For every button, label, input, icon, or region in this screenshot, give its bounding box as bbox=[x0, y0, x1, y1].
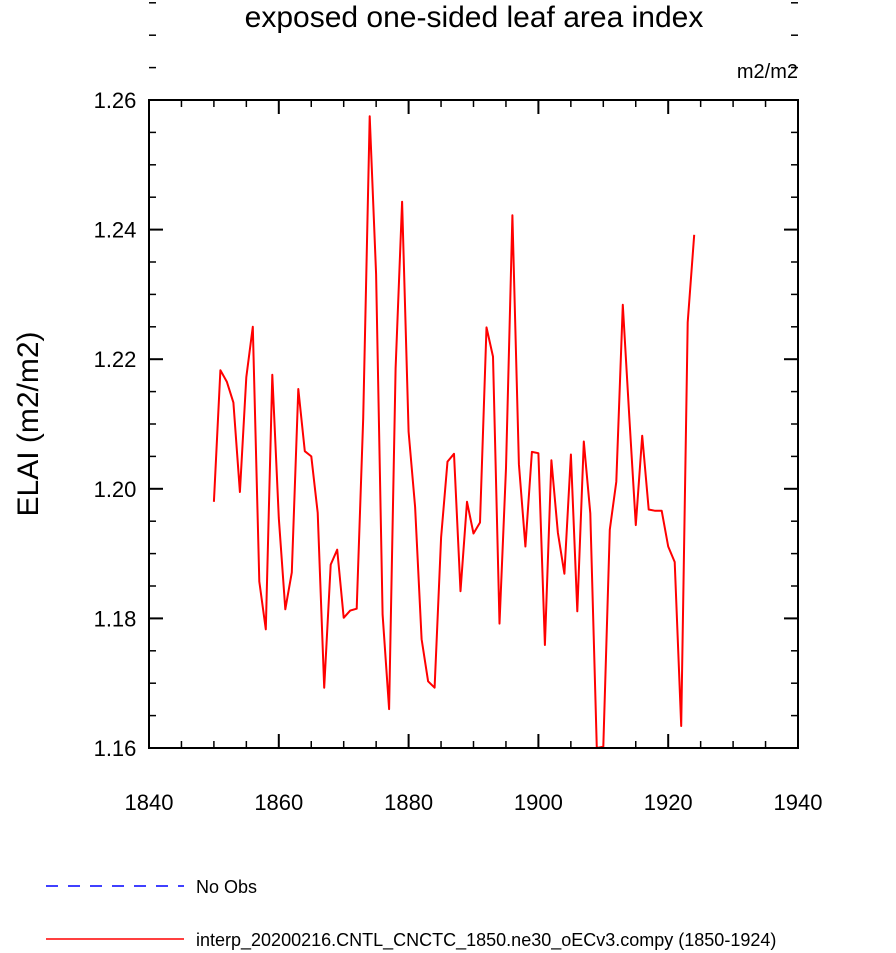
legend-label: No Obs bbox=[196, 877, 257, 897]
series-line bbox=[212, 115, 696, 749]
x-tick-label: 1940 bbox=[774, 790, 823, 815]
plot-frame bbox=[148, 99, 799, 749]
y-tick-labels: 1.16 1.18 1.20 1.22 1.24 1.26 bbox=[94, 88, 137, 761]
y-axis-label: ELAI (m2/m2) bbox=[12, 331, 45, 516]
y-tick-label: 1.16 bbox=[94, 736, 137, 761]
x-tick-label: 1860 bbox=[254, 790, 303, 815]
units-label: m2/m2 bbox=[737, 61, 798, 83]
y-tick-label: 1.20 bbox=[94, 477, 137, 502]
x-tick-labels: 1840 1860 1880 1900 1920 1940 bbox=[125, 790, 823, 815]
x-tick-label: 1880 bbox=[384, 790, 433, 815]
series-layer bbox=[212, 115, 696, 749]
x-tick-label: 1920 bbox=[644, 790, 693, 815]
legend: No Obs interp_20200216.CNTL_CNCTC_1850.ne… bbox=[46, 877, 776, 951]
y-tick-label: 1.22 bbox=[94, 347, 137, 372]
y-tick-label: 1.24 bbox=[94, 218, 137, 243]
y-tick-label: 1.26 bbox=[94, 88, 137, 113]
legend-label: interp_20200216.CNTL_CNCTC_1850.ne30_oEC… bbox=[196, 930, 776, 951]
chart-title: exposed one-sided leaf area index bbox=[245, 1, 704, 34]
x-tick-label: 1900 bbox=[514, 790, 563, 815]
y-tick-label: 1.18 bbox=[94, 606, 137, 631]
x-tick-label: 1840 bbox=[125, 790, 174, 815]
